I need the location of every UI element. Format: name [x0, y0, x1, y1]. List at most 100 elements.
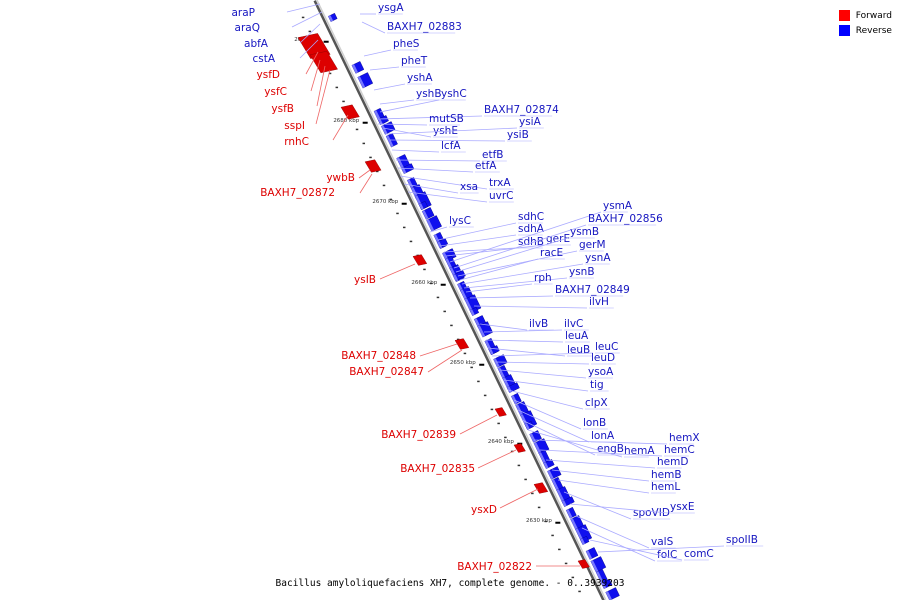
forward-gene-block[interactable]: [454, 338, 470, 350]
gene-label[interactable]: hemD: [657, 456, 688, 468]
gene-label[interactable]: hemB: [651, 469, 682, 481]
gene-label[interactable]: ysIB: [354, 274, 376, 286]
gene-label[interactable]: trxA: [489, 177, 511, 189]
gene-label[interactable]: clpX: [585, 397, 608, 409]
gene-label[interactable]: BAXH7_02847: [349, 366, 424, 378]
gene-label[interactable]: yshB: [416, 88, 442, 100]
gene-label[interactable]: tig: [590, 379, 604, 391]
gene-label[interactable]: leuA: [565, 330, 589, 342]
gene-label[interactable]: ysmB: [570, 226, 599, 238]
gene-leader-line: [359, 173, 373, 194]
gene-label[interactable]: spoIIB: [726, 534, 758, 546]
gene-label[interactable]: ywbB: [326, 172, 355, 184]
gene-leader-line: [399, 175, 488, 190]
gene-label[interactable]: BAXH7_02839: [381, 429, 456, 441]
gene-label[interactable]: ysmA: [603, 200, 633, 212]
gene-label[interactable]: sdhA: [518, 223, 545, 235]
gene-label[interactable]: BAXH7_02856: [588, 213, 663, 225]
gene-marker-small: [450, 324, 453, 327]
gene-leader-line: [391, 149, 440, 153]
gene-label[interactable]: hemA: [624, 445, 655, 457]
gene-leader-line: [479, 323, 528, 331]
gene-label[interactable]: BAXH7_02822: [457, 561, 532, 573]
forward-gene-block[interactable]: [412, 254, 428, 266]
gene-label[interactable]: BAXH7_02872: [260, 187, 335, 199]
forward-gene-block[interactable]: [494, 407, 507, 417]
gene-leader-line: [483, 329, 563, 333]
reverse-gene-highlight: [561, 500, 567, 507]
gene-label[interactable]: yshC: [441, 88, 467, 100]
gene-label[interactable]: BAXH7_02849: [555, 284, 630, 296]
gene-label[interactable]: ysfC: [264, 86, 287, 98]
gene-leader-line: [369, 66, 400, 71]
gene-label[interactable]: lysC: [449, 215, 471, 227]
map-caption: Bacillus amyloliquefaciens XH7, complete…: [275, 578, 625, 589]
forward-gene-block[interactable]: [513, 443, 526, 453]
gene-label[interactable]: spoVID: [633, 507, 670, 519]
reverse-gene-highlight: [543, 462, 549, 469]
gene-label[interactable]: araQ: [235, 22, 260, 34]
gene-label[interactable]: ysxD: [471, 504, 497, 516]
legend-reverse[interactable]: Reverse: [838, 23, 892, 38]
reverse-gene-highlight: [551, 479, 560, 492]
gene-label[interactable]: lcfA: [441, 140, 461, 152]
gene-leader-line: [533, 439, 668, 445]
forward-gene-block[interactable]: [340, 104, 360, 120]
gene-label[interactable]: BAXH7_02883: [387, 21, 462, 33]
gene-leader-line: [495, 361, 590, 365]
gene-label[interactable]: lonA: [591, 430, 615, 442]
gene-marker-small: [551, 534, 554, 537]
gene-label[interactable]: sdhC: [518, 211, 544, 223]
gene-label[interactable]: ilvC: [564, 318, 583, 330]
gene-label[interactable]: ysiA: [519, 116, 542, 128]
reverse-gene-highlight: [547, 470, 554, 480]
gene-label[interactable]: mutSB: [429, 113, 464, 125]
gene-label[interactable]: leuB: [567, 344, 590, 356]
gene-leader-line: [575, 515, 650, 549]
gene-label[interactable]: BAXH7_02874: [484, 104, 559, 116]
gene-label[interactable]: cstA: [252, 53, 275, 65]
forward-gene-block[interactable]: [364, 159, 382, 173]
reverse-gene-highlight: [357, 76, 366, 89]
gene-label[interactable]: ysxE: [670, 501, 695, 513]
gene-label[interactable]: BAXH7_02835: [400, 463, 475, 475]
gene-label[interactable]: xsa: [460, 181, 478, 193]
gene-label[interactable]: ysoA: [588, 366, 614, 378]
gene-label[interactable]: racE: [540, 247, 563, 259]
legend-forward[interactable]: Forward: [838, 8, 892, 23]
gene-label[interactable]: araP: [231, 7, 255, 19]
gene-label[interactable]: hemL: [651, 481, 680, 493]
gene-label[interactable]: pheT: [401, 55, 428, 67]
gene-label[interactable]: hemC: [664, 444, 695, 456]
gene-label[interactable]: etfB: [482, 149, 503, 161]
gene-label[interactable]: ilvH: [589, 296, 609, 308]
gene-label[interactable]: abfA: [244, 38, 269, 50]
gene-label[interactable]: gerM: [579, 239, 606, 251]
gene-label[interactable]: ysgA: [378, 2, 404, 14]
gene-label[interactable]: leuC: [595, 341, 618, 353]
gene-label[interactable]: BAXH7_02848: [341, 350, 416, 362]
gene-label[interactable]: ysnA: [585, 252, 611, 264]
reverse-gene-block[interactable]: [575, 524, 593, 544]
gene-label[interactable]: uvrC: [489, 190, 514, 202]
gene-label[interactable]: ilvB: [529, 318, 548, 330]
forward-gene-block[interactable]: [577, 559, 590, 569]
gene-label[interactable]: lonB: [583, 417, 606, 429]
gene-label[interactable]: valS: [651, 536, 674, 548]
gene-label[interactable]: ysnB: [569, 266, 595, 278]
gene-label[interactable]: sspI: [284, 120, 305, 132]
forward-gene-block[interactable]: [533, 482, 549, 494]
gene-label[interactable]: rph: [534, 272, 552, 284]
gene-label[interactable]: yshA: [407, 72, 433, 84]
gene-label[interactable]: pheS: [393, 38, 420, 50]
gene-label[interactable]: rnhC: [284, 136, 309, 148]
gene-label[interactable]: ysiB: [507, 129, 529, 141]
gene-label[interactable]: leuD: [591, 352, 615, 364]
gene-label[interactable]: etfA: [475, 160, 497, 172]
gene-label[interactable]: hemX: [669, 432, 700, 444]
gene-label[interactable]: comC: [684, 548, 714, 560]
gene-label[interactable]: ysfB: [271, 103, 294, 115]
gene-leader-line: [457, 250, 578, 277]
gene-label[interactable]: ysfD: [257, 69, 280, 81]
forward-gene-block[interactable]: [309, 50, 338, 74]
